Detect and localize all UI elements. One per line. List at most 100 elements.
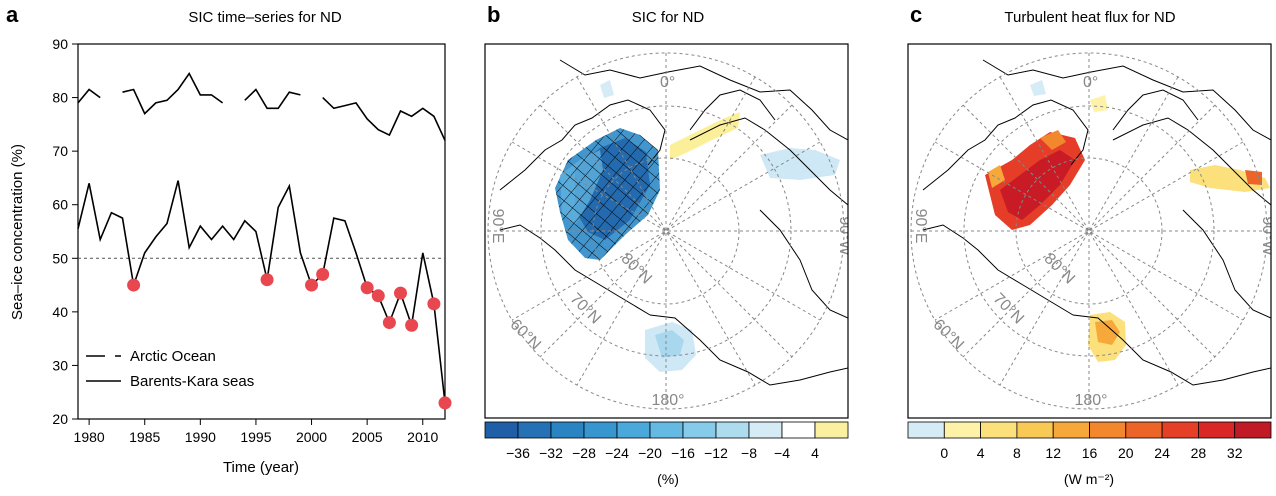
lon-label-90e: 90°E [489,209,506,244]
panel-c-map: c Turbulent heat flux for ND [907,2,1276,487]
x-tick-label: 1995 [240,429,271,445]
highlight-point [360,281,374,295]
colorbar-tick-label: 20 [1118,445,1134,461]
panel-a-letter: a [6,2,19,27]
colorbar-tick-label: −12 [704,445,728,461]
highlight-point [305,278,319,292]
flux-anomaly-east [1190,165,1270,192]
colorbar-tick-label: −4 [774,445,790,461]
coastlines [499,59,848,386]
colorbar-c-ticks: 0 4 8 12 16 20 24 28 32 [940,445,1242,461]
colorbar-swatch [1089,421,1127,439]
x-tick-label: 1990 [185,429,216,445]
colorbar-tick-label: −8 [741,445,757,461]
highlight-point [316,267,330,281]
series-line-arctic-ocean [77,71,446,141]
colorbar-swatch [484,421,519,439]
panel-c-letter: c [910,2,922,27]
colorbar-swatch [1052,421,1090,439]
colorbar-swatch [1161,421,1199,439]
x-axis: 1980 1985 1990 1995 2000 2005 2010 [74,419,439,445]
colorbar-tick-label: 8 [1013,445,1021,461]
highlight-point [127,278,141,292]
y-tick-label: 40 [52,304,68,320]
y-axis-label: Sea–ice concentration (%) [9,144,26,320]
colorbar-swatch [1234,421,1272,439]
colorbar-tick-label: −32 [539,445,563,461]
x-axis-label: Time (year) [223,459,299,476]
panel-b-letter: b [487,2,500,27]
y-tick-label: 20 [52,411,68,427]
flux-anomaly-patch [1090,95,1108,112]
lon-label-180: 180° [651,392,684,409]
panel-b-title: SIC for ND [632,9,705,26]
colorbar-swatch [517,421,552,439]
x-tick-label: 2010 [407,429,438,445]
highlight-point [427,297,441,311]
colorbar-swatch [748,421,783,439]
highlight-point [405,318,419,332]
colorbar-tick-label: 12 [1045,445,1061,461]
colorbar-tick-label: −16 [671,445,695,461]
colorbar-swatch [1125,421,1163,439]
sic-negative-south-core [655,330,684,358]
panel-c-title: Turbulent heat flux for ND [1004,9,1175,26]
colorbar-swatch [1016,421,1054,439]
colorbar-swatch [715,421,750,439]
x-tick-label: 2005 [352,429,383,445]
coastlines [922,59,1271,386]
colorbar-b [484,421,849,439]
flux-anomaly-east-core [1245,170,1262,185]
y-tick-label: 30 [52,357,68,373]
flux-anomaly-negative [1030,80,1046,96]
legend-label-barents: Barents-Kara seas [130,373,254,390]
flux-anomaly-west [988,165,1005,188]
colorbar-tick-label: 0 [940,445,948,461]
colorbar-tick-label: 4 [977,445,985,461]
legend: Arctic Ocean Barents-Kara seas [86,348,254,390]
lon-label-90w: 90°W [836,216,853,256]
flux-anomaly-edge [1040,130,1066,150]
colorbar-tick-label: 28 [1191,445,1207,461]
flux-anomaly-south-core [1095,320,1120,345]
colorbar-tick-label: 16 [1082,445,1098,461]
highlight-point [394,286,408,300]
highlight-point [438,396,452,410]
x-tick-label: 1980 [74,429,105,445]
lon-label-90w: 90°W [1259,216,1276,256]
colorbar-swatch [583,421,618,439]
lon-label-0: 0° [1083,74,1098,91]
x-tick-label: 2000 [296,429,327,445]
highlight-point [371,289,385,303]
colorbar-tick-label: 32 [1227,445,1243,461]
series-lines [77,71,446,403]
flux-anomaly-core [1000,150,1075,220]
colorbar-tick-label: −28 [572,445,596,461]
series-line-barents-kara [77,180,446,403]
highlight-point [260,273,274,287]
colorbar-c-unit: (W m⁻²) [1064,471,1114,487]
colorbar-tick-label: 4 [811,445,819,461]
lat-label-70n: 70°N [567,290,604,327]
colorbar-swatch [550,421,585,439]
colorbar-b-ticks: −36 −32 −28 −24 −20 −16 −12 −8 −4 4 [506,445,819,461]
lat-label-60n: 60°N [930,316,967,353]
sic-positive-anomaly [670,112,740,160]
colorbar-tick-label: −24 [605,445,629,461]
significance-hatching [555,128,660,260]
y-tick-label: 90 [52,36,68,52]
colorbar-swatch [980,421,1018,439]
colorbar-tick-label: 24 [1154,445,1170,461]
y-tick-label: 50 [52,250,68,266]
legend-label-arctic: Arctic Ocean [130,348,216,365]
panel-b-frame [484,43,849,419]
y-tick-label: 60 [52,197,68,213]
panel-a-plot-frame [77,43,446,420]
lon-label-90e: 90°E [912,209,929,244]
panel-a-line-chart: a SIC time–series for ND 20 30 40 50 60 70 80 9… [6,2,452,476]
panel-a-title: SIC time–series for ND [188,9,342,26]
colorbar-swatch [943,421,981,439]
colorbar-swatch [616,421,651,439]
sic-negative-patch [600,80,614,98]
colorbar-swatch [682,421,717,439]
